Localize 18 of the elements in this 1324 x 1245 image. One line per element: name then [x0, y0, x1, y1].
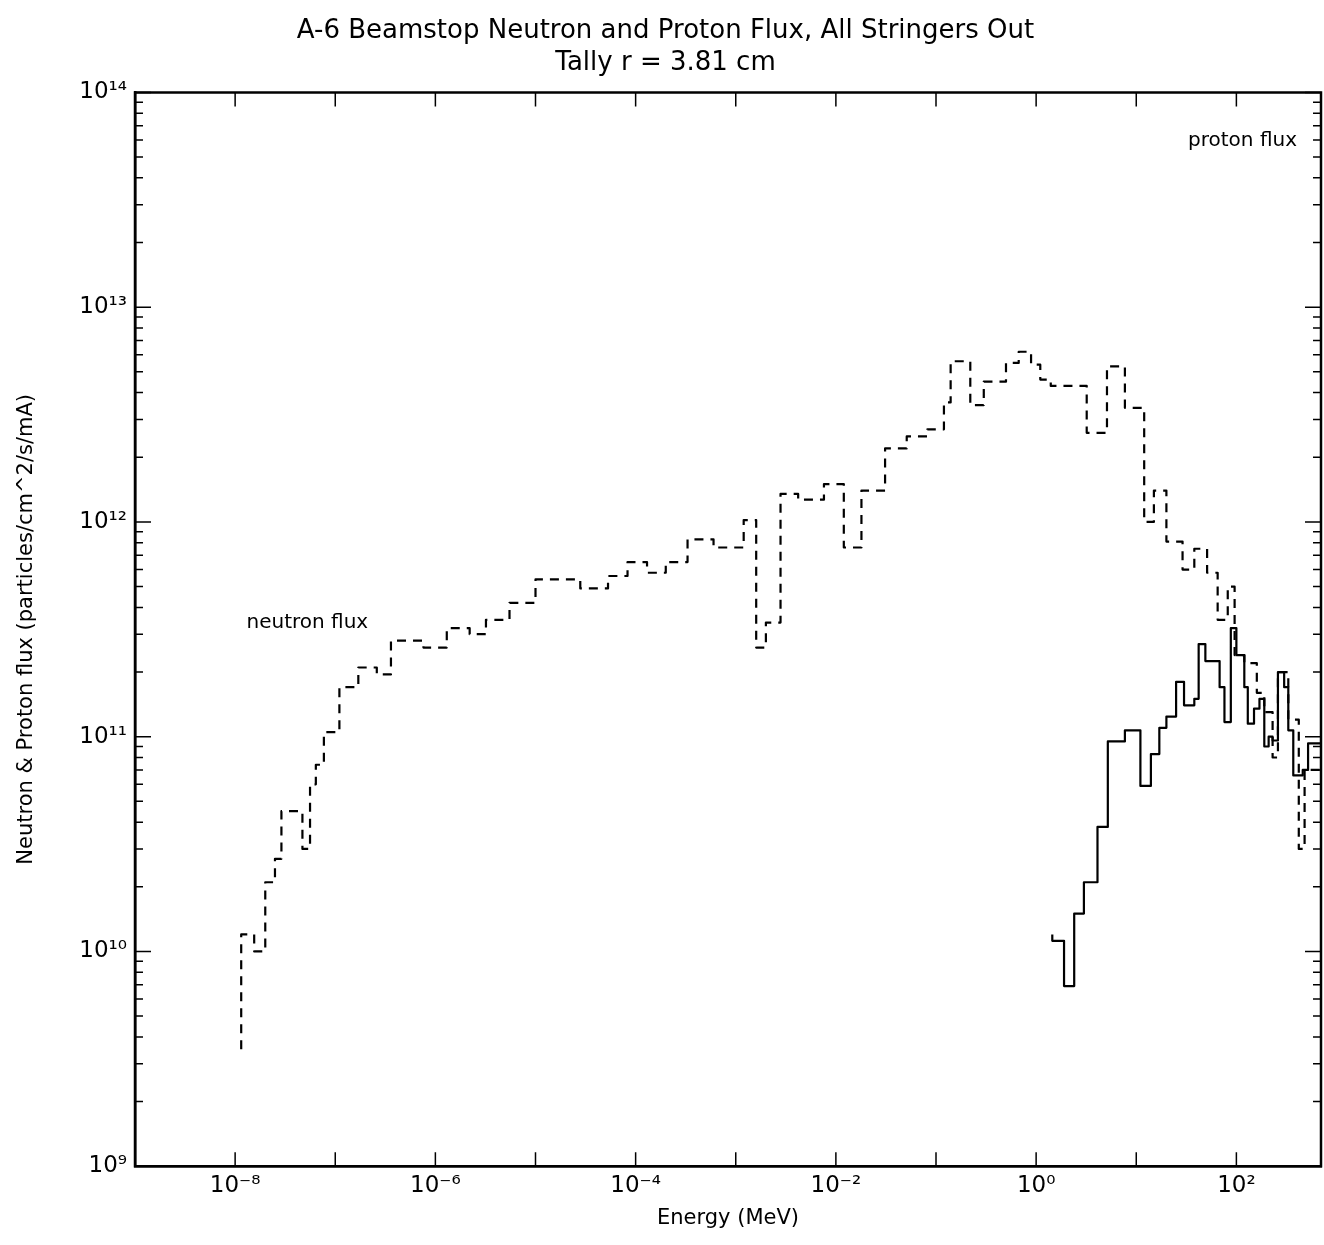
x-axis-title: Energy (MeV) — [657, 1204, 799, 1229]
y-tick-label: 10¹¹ — [79, 721, 127, 748]
y-tick-label: 10⁹ — [88, 1151, 127, 1178]
y-tick-label: 10¹⁰ — [79, 936, 127, 963]
y-tick-label: 10¹² — [79, 506, 127, 533]
y-tick-label: 10¹⁴ — [79, 77, 127, 104]
x-tick-label: 10² — [1217, 1170, 1256, 1197]
chart-title: A-6 Beamstop Neutron and Proton Flux, All Stringers Out — [296, 14, 1035, 45]
x-tick-label: 10⁻⁴ — [610, 1170, 661, 1197]
chart-subtitle: Tally r = 3.81 cm — [554, 45, 776, 76]
x-tick-label: 10⁻⁸ — [209, 1170, 261, 1197]
y-axis-title: Neutron & Proton flux (particles/cm^2/s/mA) — [13, 393, 38, 865]
x-tick-label: 10⁰ — [1016, 1170, 1056, 1197]
x-tick-label: 10⁻⁶ — [410, 1170, 461, 1197]
y-tick-label: 10¹³ — [79, 292, 127, 319]
legend-label: proton flux — [1188, 126, 1298, 151]
series-label: neutron flux — [246, 609, 369, 634]
x-tick-label: 10⁻² — [810, 1170, 862, 1197]
